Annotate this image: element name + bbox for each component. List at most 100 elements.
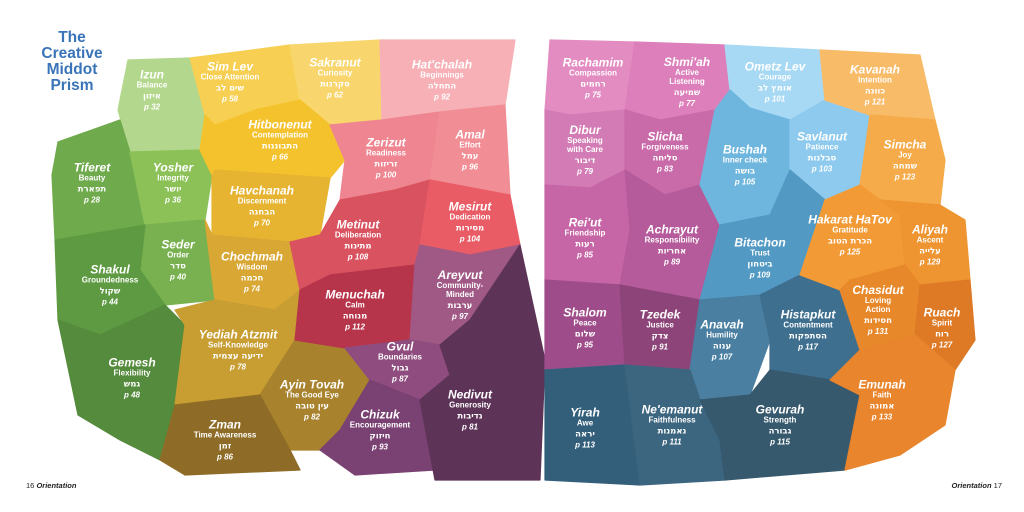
middah-name: Bitachon [734,236,785,250]
middah-hebrew: עמל [462,152,479,162]
middah-hebrew: חכמה [241,274,264,284]
middah-english: Humility [706,331,738,340]
middah-page: p 75 [584,91,602,100]
page-number-left: 16 [26,481,35,490]
middah-hebrew: גבורה [769,427,792,437]
middah-page: p 66 [271,153,289,162]
middah-page: p 112 [344,323,365,332]
middah-page: p 107 [711,353,733,362]
middah-name: Tiferet [74,161,111,175]
middah-english: Courage [759,73,792,82]
middah-name: Rachamim [563,56,624,70]
middah-english: Awe [577,419,594,428]
middah-english: Boundaries [378,353,423,362]
middah-hebrew: אומץ לב [758,84,792,94]
cell-simcha [859,114,946,206]
middah-name: Shmi'ah [664,55,710,69]
middah-english: Active [675,68,700,77]
middah-page: p 70 [253,219,271,228]
middah-english: Effort [459,141,481,150]
middah-hebrew: סקרנות [320,80,350,90]
middah-english: Gratitude [832,226,868,235]
middah-hebrew: הכרת הטוב [828,237,872,247]
middah-english: Speaking [567,136,603,145]
middah-page: p 95 [576,341,594,350]
middah-name: Tzedek [640,308,682,322]
middah-name: Menuchah [325,288,384,302]
middah-page: p 40 [169,273,187,282]
middah-english: Action [866,305,891,314]
footer-left: 16 Orientation [26,481,76,490]
middah-hebrew: עין טובה [295,402,329,412]
middah-page: p 32 [143,103,161,112]
middah-name: Metinut [337,218,381,232]
middah-page: p 104 [459,235,481,244]
middah-page: p 91 [651,343,669,352]
middah-page: p 123 [894,173,916,182]
middah-english: Inner check [723,156,768,165]
title-line: Middot [46,61,98,78]
middah-name: Hitbonenut [248,118,312,132]
middah-english: Strength [764,416,797,425]
middah-page: p 87 [391,375,409,384]
middah-hebrew: סליחה [652,154,677,164]
middah-english: Trust [750,249,770,258]
middah-english: Beauty [79,174,106,183]
middah-english: Encouragement [350,421,411,430]
middah-hebrew: נאמנות [658,427,687,437]
middah-english: Curiosity [318,69,353,78]
middah-hebrew: התחלה [428,82,457,92]
cell-emunah [829,334,956,471]
middah-hebrew: שלום [575,330,596,340]
middah-hebrew: עלייה [919,247,941,257]
middah-english: Compassion [569,69,617,78]
middah-hebrew: בושה [735,167,755,177]
title-line: Prism [50,77,94,94]
middah-hebrew: יראה [575,430,595,440]
middah-page: p 109 [749,271,771,280]
middah-hebrew: ביטחון [747,260,772,270]
middah-page: p 133 [871,413,893,422]
middah-page: p 111 [661,438,682,447]
middah-hebrew: מתינות [344,242,371,252]
middah-hebrew: התבוננות [262,142,298,152]
middah-hebrew: סבלנות [808,154,837,164]
middah-hebrew: חיזוק [370,432,391,442]
middah-page: p 82 [303,413,321,422]
cell-nedivut [419,244,546,481]
middah-hebrew: שמיעה [674,88,701,98]
middah-page: p 117 [797,343,818,352]
middah-hebrew: דיבור [575,156,596,166]
middah-name: Areyvut [437,268,484,282]
middah-hebrew: סדר [170,262,186,272]
middah-name: Gevurah [756,403,805,417]
page-number-right: 17 [993,481,1002,490]
middah-english: The Good Eye [285,391,339,400]
middah-hebrew: תפארת [78,185,107,195]
middah-hebrew: שקול [100,287,121,297]
middah-hebrew: רעות [575,240,595,250]
middah-hebrew: צדק [652,332,669,342]
middah-page: p 97 [451,312,469,321]
middah-hebrew: ענוה [713,342,731,352]
middah-hebrew: גמש [124,380,141,390]
middah-english: Beginnings [420,71,464,80]
middah-hebrew: יושר [165,185,182,195]
middah-name: Amal [454,128,485,142]
